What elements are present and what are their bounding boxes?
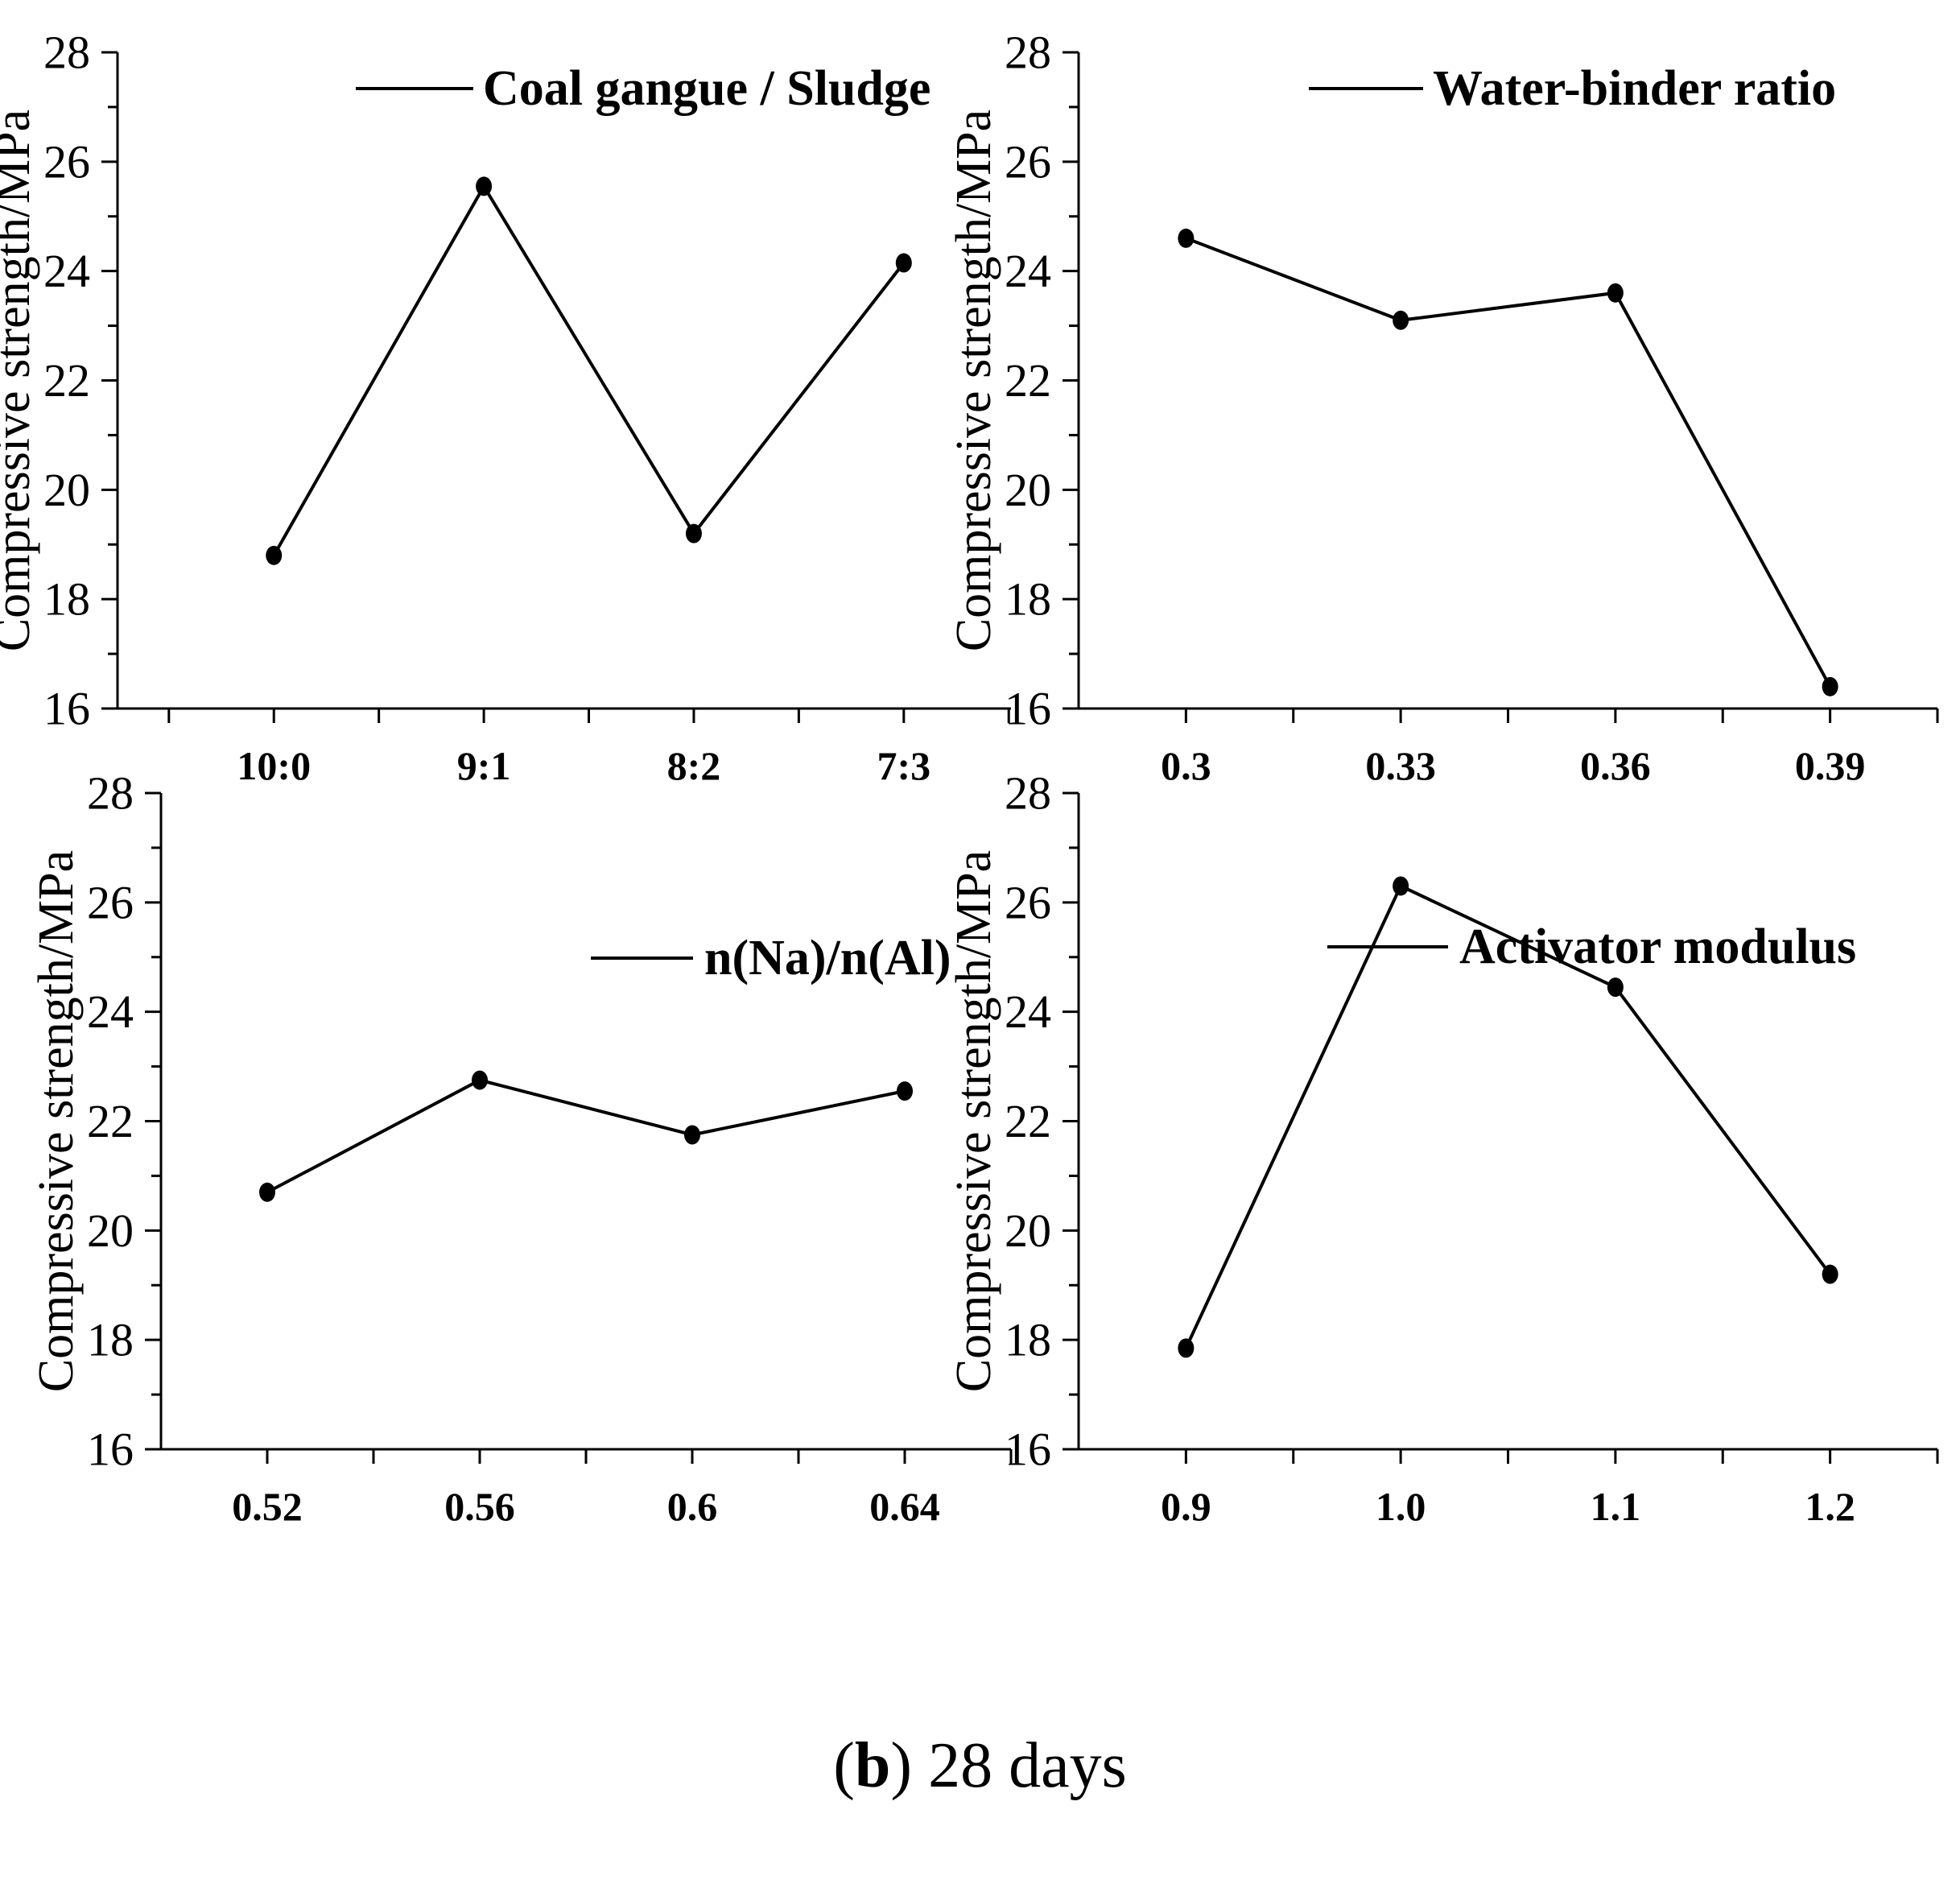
y-tick-label: 26 [1005,135,1051,188]
axis [116,52,1011,710]
x-tick-label: 0.9 [1161,1484,1211,1529]
data-point [1178,1338,1195,1358]
x-tick-label: 0.64 [869,1484,940,1529]
y-tick-label: 28 [1005,767,1051,820]
y-tick-label: 20 [1005,1204,1051,1257]
y-tick-label: 16 [1005,1423,1051,1476]
y-tick-label: 24 [43,245,90,297]
data-point [1178,228,1195,248]
data-point [897,1081,913,1101]
x-tick-label: 0.6 [667,1484,718,1529]
y-tick-label: 16 [1005,683,1051,735]
y-tick-label: 18 [87,1314,134,1366]
x-tick-label: 0.52 [232,1484,303,1529]
legend-label: Activator modulus [1459,919,1856,974]
data-point [472,1070,488,1090]
data-point [685,523,702,543]
data-point [1607,283,1624,303]
y-tick-label: 20 [43,464,90,516]
chart-na-al-ratio: 16 18 20 22 24 26 28 0.52 0.56 0.6 0.64 Compressive… [29,767,1013,1529]
x-tick-label: 10:0 [237,743,311,788]
y-tick-label: 28 [1005,27,1051,79]
y-tick-label: 28 [43,27,90,79]
x-tick-label: 7:3 [877,743,930,788]
series-line [266,1078,906,1194]
caption-text: ) 28 days [890,1730,1127,1801]
y-tick-label: 20 [87,1204,134,1257]
data-point [684,1125,700,1145]
y-tick-label: 26 [1005,876,1051,928]
x-tick-label: 0.56 [444,1484,515,1529]
y-axis-title: Compressive strength/MPa [947,850,1001,1392]
y-tick-label: 24 [1005,245,1051,297]
y-tick-label: 20 [1005,464,1051,516]
figure-caption: (b) 28 days [0,1729,1960,1803]
y-tick-label: 18 [1005,1314,1051,1366]
data-point [1822,676,1838,696]
x-tick-label: 8:2 [667,743,721,788]
y-tick-label: 22 [43,354,90,407]
data-point [895,253,912,273]
data-point [1393,876,1409,896]
y-tick-label: 22 [1005,1095,1051,1147]
y-tick-label: 24 [87,985,134,1038]
axis [1077,52,1937,710]
chart-water-binder-ratio: 16 18 20 22 24 26 28 0.3 0.33 0.36 0.39 Compressive… [947,27,1939,788]
x-tick-label: 9:1 [457,743,511,788]
y-tick-label: 16 [43,683,90,735]
data-point [1607,977,1624,998]
chart-activator-modulus: 16 18 20 22 24 26 28 0.9 1.0 1.1 1.2 Compressive st… [947,767,1939,1529]
x-tick-label: 0.39 [1795,743,1866,788]
data-point [1822,1264,1838,1284]
data-point [266,545,283,565]
chart-coal-gangue-sludge: 16 18 20 22 24 26 28 10:0 9:1 8:2 7:3 Compressive s… [0,27,1011,788]
y-tick-label: 26 [43,135,90,188]
data-point [476,176,493,196]
y-tick-label: 18 [43,573,90,626]
axis [1077,793,1937,1451]
x-tick-label: 0.33 [1365,743,1436,788]
legend-label: Coal gangue / Sludge [483,61,930,116]
y-tick-label: 24 [1005,985,1051,1038]
caption-letter: b [854,1730,891,1801]
series-line [272,183,906,556]
caption-paren-open: ( [833,1730,855,1801]
y-axis-title: Compressive strength/MPa [947,109,1001,651]
data-point [1393,310,1409,330]
y-tick-label: 28 [87,767,134,820]
x-tick-label: 0.3 [1161,743,1211,788]
x-tick-label: 1.0 [1376,1484,1426,1529]
data-point [259,1182,275,1202]
series-line [1185,237,1832,688]
y-tick-label: 26 [87,876,134,928]
y-tick-label: 16 [87,1423,134,1476]
legend-label: Water-binder ratio [1433,61,1836,116]
y-tick-label: 22 [1005,354,1051,407]
x-tick-label: 0.36 [1580,743,1651,788]
x-tick-label: 1.2 [1805,1484,1855,1529]
y-axis-title: Compressive strength/MPa [29,850,84,1392]
x-tick-label: 1.1 [1591,1484,1641,1529]
y-tick-label: 22 [87,1095,134,1147]
axis [159,793,1011,1451]
series-line [1184,883,1832,1349]
y-axis-title: Compressive strength/MPa [0,109,40,651]
y-tick-label: 18 [1005,573,1051,626]
legend-label: n(Na)/n(Al) [704,931,951,985]
